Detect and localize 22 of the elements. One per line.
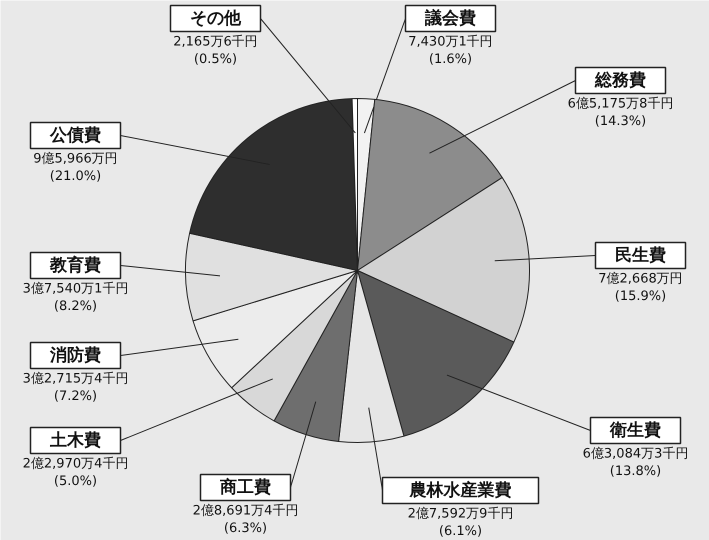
slice-label: 商工費 (219, 478, 271, 498)
slice-label: 消防費 (49, 346, 101, 366)
data-label: 2億7,592万9千円 (6.1%) (408, 506, 514, 539)
slice-label: 公債費 (49, 126, 101, 146)
data-label: 7,430万1千円 (1.6%) (408, 34, 493, 67)
slice-label: その他 (190, 8, 242, 28)
data-label: 9億5,966万円 (21.0%) (33, 152, 118, 184)
data-label: 3億2,715万4千円 (7.2%) (22, 372, 128, 404)
slice-label: 衛生費 (609, 420, 661, 440)
slice-label: 教育費 (49, 254, 101, 276)
data-label: 7億2,668万円 (15.9%) (598, 272, 683, 304)
slice-label: 農林水産業費 (408, 480, 512, 500)
data-label: 2,165万6千円 (0.5%) (173, 34, 258, 67)
data-label: 6億3,084万3千円 (13.8%) (582, 446, 688, 479)
data-label: 6億5,175万8千円 (14.3%) (568, 96, 674, 129)
slice-label: 総務費 (594, 70, 646, 90)
slice-label: 民生費 (615, 246, 666, 266)
slice-label: 議会費 (424, 8, 476, 28)
slice-label: 土木費 (49, 430, 101, 450)
data-label: 2億8,691万4千円 (6.3%) (192, 504, 298, 536)
data-label: 2億2,970万4千円 (5.0%) (22, 456, 128, 489)
data-label: 3億7,540万1千円 (8.2%) (22, 282, 128, 314)
